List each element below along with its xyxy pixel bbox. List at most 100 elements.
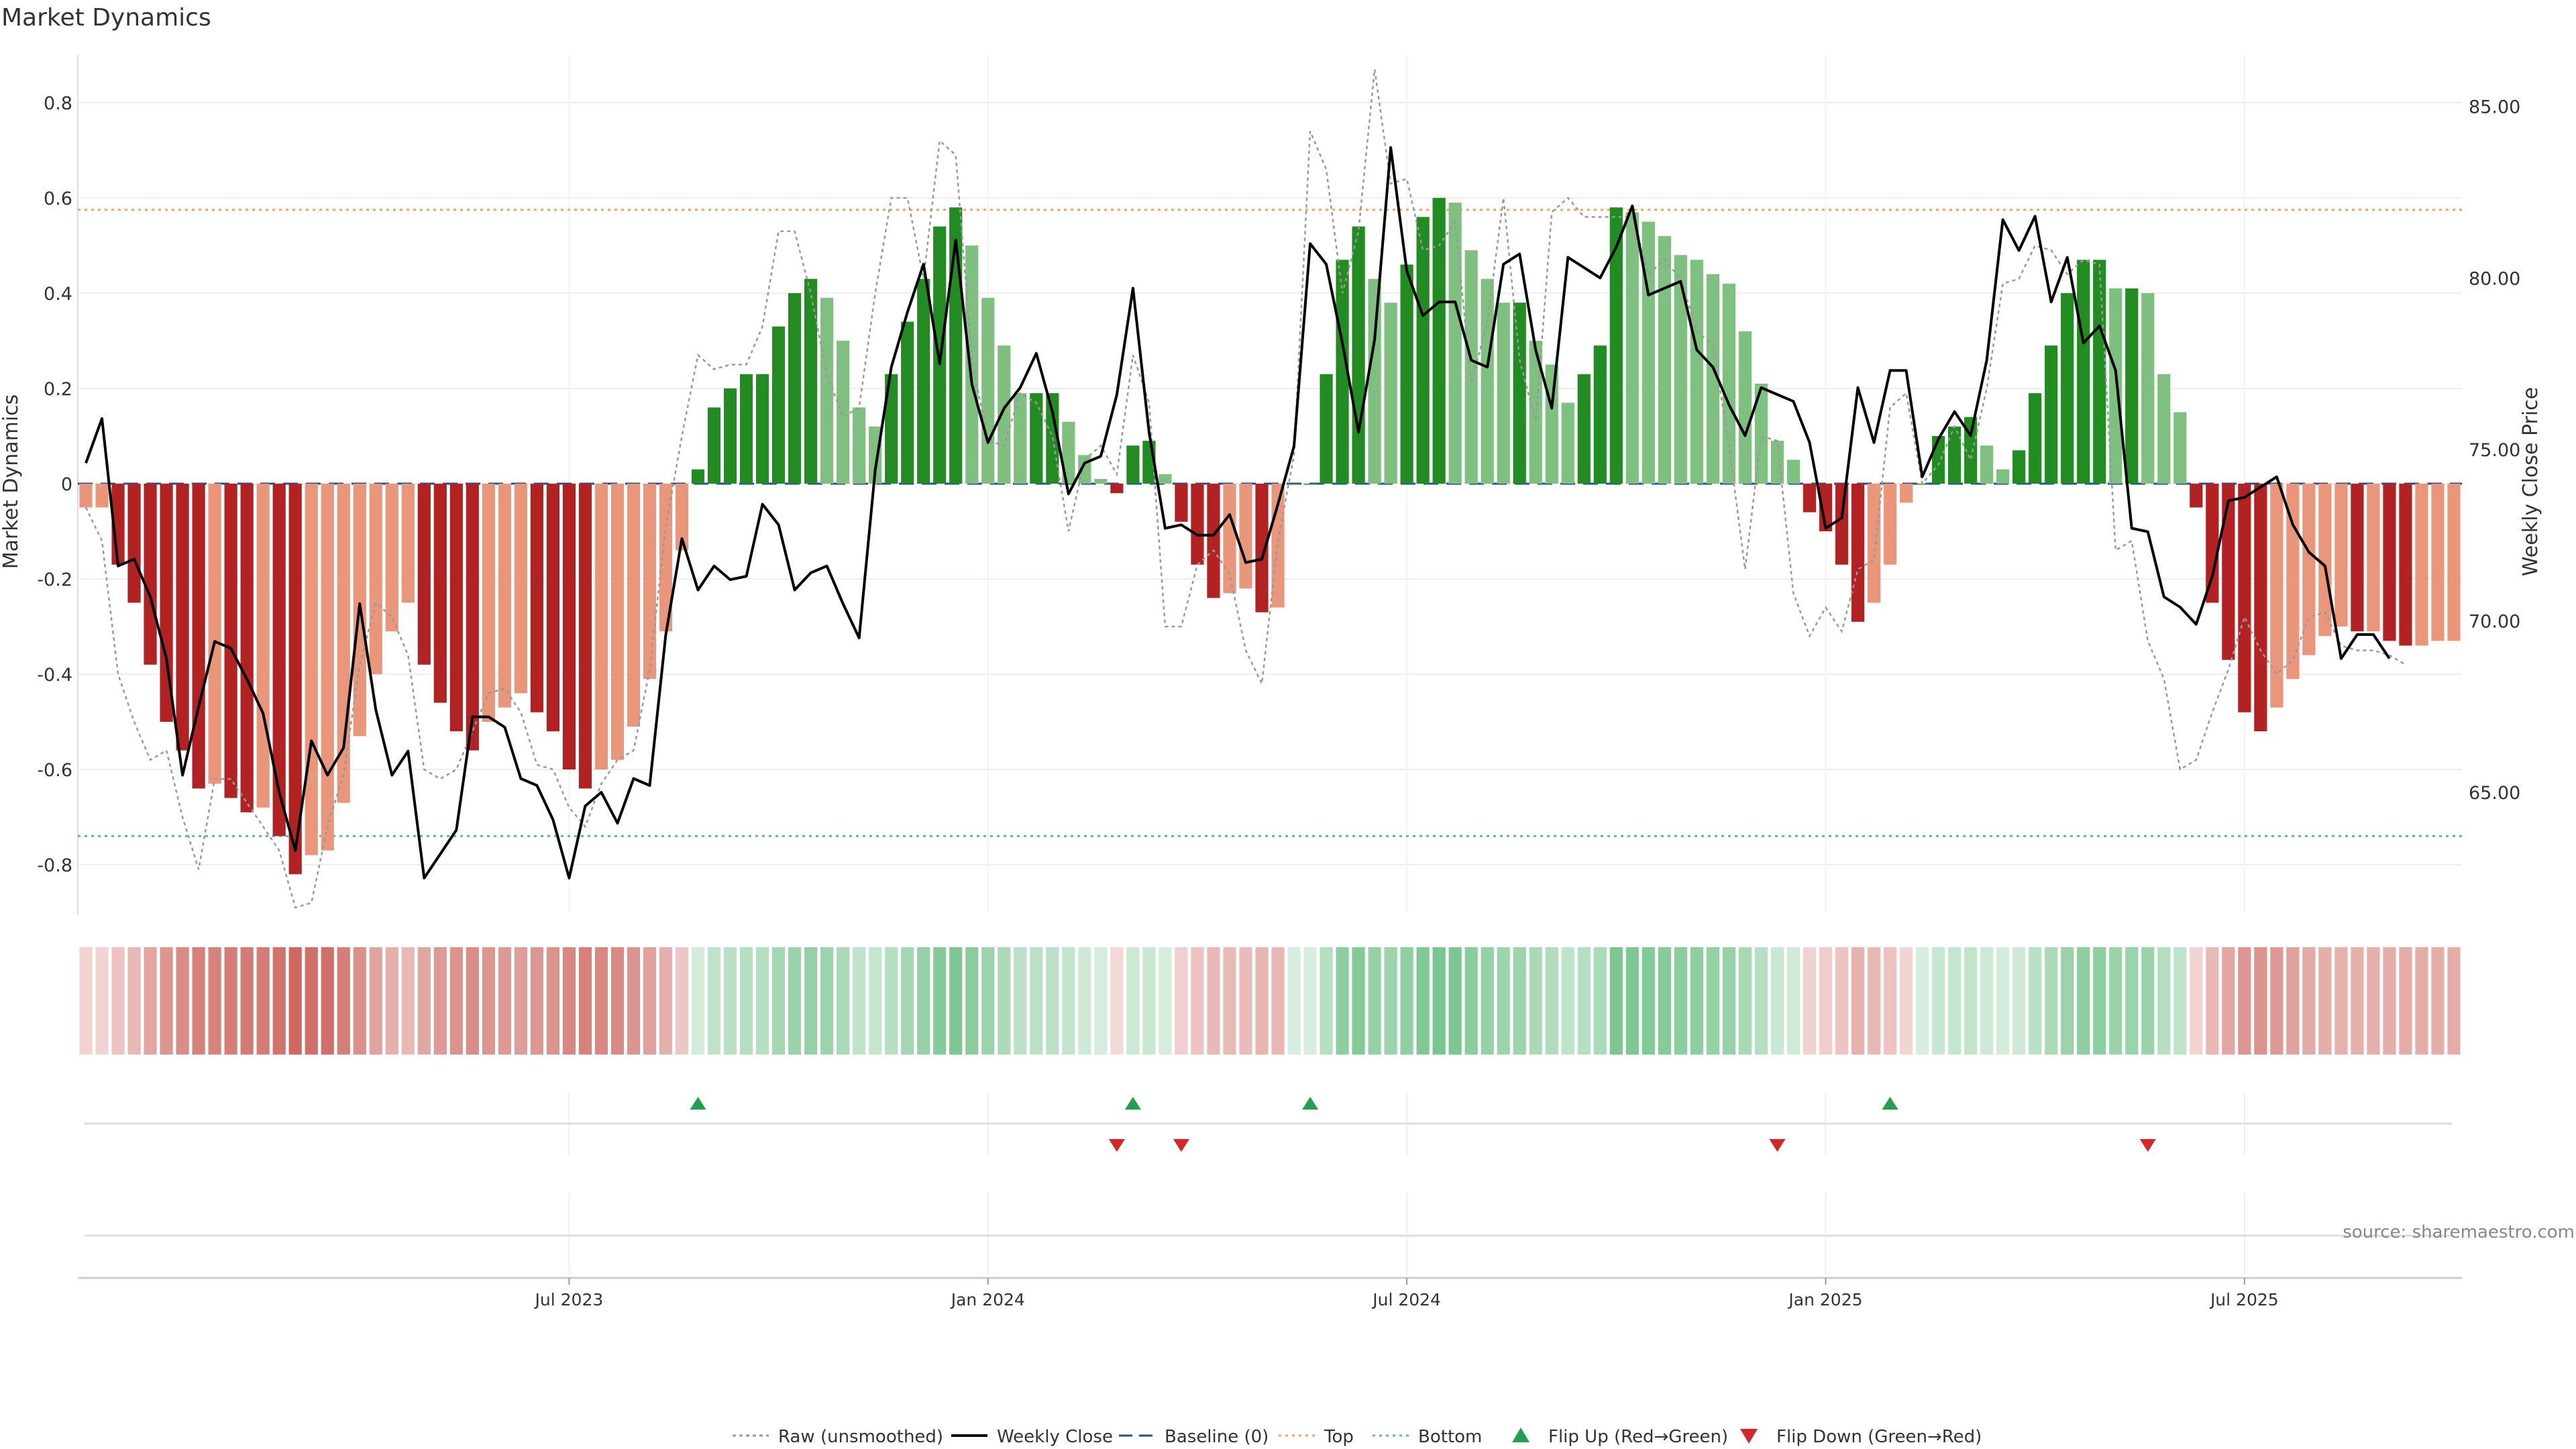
x-tick-label: Jul 2023 bbox=[534, 1290, 604, 1309]
dynamics-bar bbox=[1094, 478, 1108, 484]
dynamics-bar bbox=[1577, 374, 1591, 484]
dynamics-bar bbox=[1416, 217, 1430, 484]
x-tick-label: Jan 2024 bbox=[950, 1290, 1025, 1309]
dynamics-bar bbox=[869, 426, 882, 484]
regime-cell bbox=[2012, 947, 2026, 1055]
regime-cell bbox=[1126, 947, 1140, 1055]
regime-cell bbox=[820, 947, 834, 1055]
dynamics-bar bbox=[1690, 260, 1703, 484]
dynamics-bar bbox=[804, 278, 818, 484]
regime-cell bbox=[869, 947, 882, 1055]
regime-cell bbox=[562, 947, 576, 1055]
regime-cell bbox=[1223, 947, 1236, 1055]
regime-cell bbox=[514, 947, 527, 1055]
dynamics-bar bbox=[1899, 484, 1913, 503]
regime-cell bbox=[1175, 947, 1188, 1055]
regime-cell bbox=[2093, 947, 2106, 1055]
x-tick-label: Jul 2025 bbox=[2209, 1290, 2279, 1309]
dynamics-bar bbox=[305, 484, 318, 855]
regime-cell bbox=[998, 947, 1011, 1055]
regime-cell bbox=[2157, 947, 2171, 1055]
dynamics-bar bbox=[1030, 393, 1043, 484]
dynamics-bar bbox=[739, 374, 753, 484]
dynamics-bar bbox=[433, 484, 447, 703]
regime-cell bbox=[771, 947, 786, 1055]
regime-cell bbox=[321, 947, 334, 1055]
y-tick-label: -0.8 bbox=[37, 855, 72, 876]
regime-cell bbox=[1078, 947, 1091, 1055]
regime-cell bbox=[981, 947, 995, 1055]
regime-cell bbox=[2141, 947, 2155, 1055]
regime-cell bbox=[1867, 947, 1881, 1055]
flip-up-marker bbox=[1302, 1097, 1319, 1110]
flip-up-marker bbox=[1124, 1097, 1141, 1110]
regime-cell bbox=[1674, 947, 1687, 1055]
regime-cell bbox=[530, 947, 543, 1055]
dynamics-bar bbox=[176, 484, 189, 751]
regime-cell bbox=[1159, 947, 1172, 1055]
dynamics-bar bbox=[1481, 278, 1494, 484]
dynamics-bar bbox=[1255, 484, 1269, 612]
legend-item: Top bbox=[1279, 1427, 1354, 1447]
regime-cell bbox=[1754, 947, 1768, 1055]
legend-swatch-flip-up bbox=[1512, 1428, 1529, 1442]
flip-up-marker bbox=[690, 1097, 706, 1110]
dynamics-bar bbox=[546, 484, 560, 732]
dynamics-bar bbox=[224, 484, 237, 798]
dynamics-bar bbox=[449, 484, 463, 732]
regime-cell bbox=[79, 947, 93, 1055]
regime-cell bbox=[1980, 947, 1994, 1055]
regime-cell bbox=[498, 947, 511, 1055]
regime-cell bbox=[2190, 947, 2203, 1055]
regime-cell bbox=[675, 947, 689, 1055]
dynamics-bar bbox=[1722, 283, 1735, 484]
regime-cell bbox=[1239, 947, 1252, 1055]
dynamics-bar bbox=[514, 484, 527, 694]
regime-cell bbox=[1609, 947, 1623, 1055]
regime-cell bbox=[111, 947, 125, 1055]
regime-cell bbox=[1625, 947, 1639, 1055]
dynamics-bar bbox=[965, 246, 979, 484]
regime-cell bbox=[95, 947, 109, 1055]
dynamics-bar bbox=[1658, 235, 1671, 484]
dynamics-bar bbox=[1014, 393, 1027, 484]
regime-cell bbox=[1448, 947, 1462, 1055]
regime-cell bbox=[2367, 947, 2380, 1055]
dynamics-bar bbox=[2109, 288, 2123, 484]
dynamics-bar bbox=[2238, 484, 2251, 712]
dynamics-bar bbox=[1207, 484, 1220, 598]
regime-cell bbox=[788, 947, 802, 1055]
dynamics-bar bbox=[1754, 383, 1768, 484]
regime-cell bbox=[627, 947, 641, 1055]
dynamics-bar bbox=[256, 484, 270, 808]
dynamics-bar bbox=[1223, 484, 1236, 594]
legend-item: Baseline (0) bbox=[1119, 1427, 1269, 1447]
dynamics-bar bbox=[1642, 221, 1655, 484]
dynamics-bar bbox=[981, 298, 995, 484]
regime-cell bbox=[1352, 947, 1365, 1055]
y2-tick-label: 75.00 bbox=[2469, 440, 2520, 461]
regime-cell bbox=[1142, 947, 1156, 1055]
legend-swatch-flip-down bbox=[1740, 1429, 1758, 1444]
regime-cell bbox=[1642, 947, 1655, 1055]
dynamics-bar bbox=[1384, 303, 1397, 484]
dynamics-bar bbox=[1609, 207, 1623, 484]
y-tick-label: -0.4 bbox=[37, 665, 72, 686]
regime-cell bbox=[2174, 947, 2187, 1055]
legend: Raw (unsmoothed) Weekly Close Baseline (0)… bbox=[733, 1427, 1982, 1447]
regime-cell bbox=[1545, 947, 1558, 1055]
regime-cell bbox=[417, 947, 431, 1055]
regime-cell bbox=[1481, 947, 1494, 1055]
regime-cell bbox=[2302, 947, 2316, 1055]
regime-cell bbox=[1271, 947, 1285, 1055]
dynamics-bar bbox=[144, 484, 157, 665]
dynamics-bar bbox=[1786, 460, 1801, 484]
regime-cell bbox=[2431, 947, 2445, 1055]
regime-cell bbox=[1529, 947, 1542, 1055]
flip-down-marker bbox=[1769, 1139, 1786, 1152]
regime-cell bbox=[546, 947, 560, 1055]
x-axis: Jul 2023 Jan 2024 Jul 2024 Jan 2025 Jul 2025 bbox=[78, 1193, 2462, 1309]
dynamics-bar bbox=[1947, 426, 1962, 484]
dynamics-bar bbox=[2367, 484, 2380, 632]
dynamics-bar bbox=[1964, 417, 1978, 484]
